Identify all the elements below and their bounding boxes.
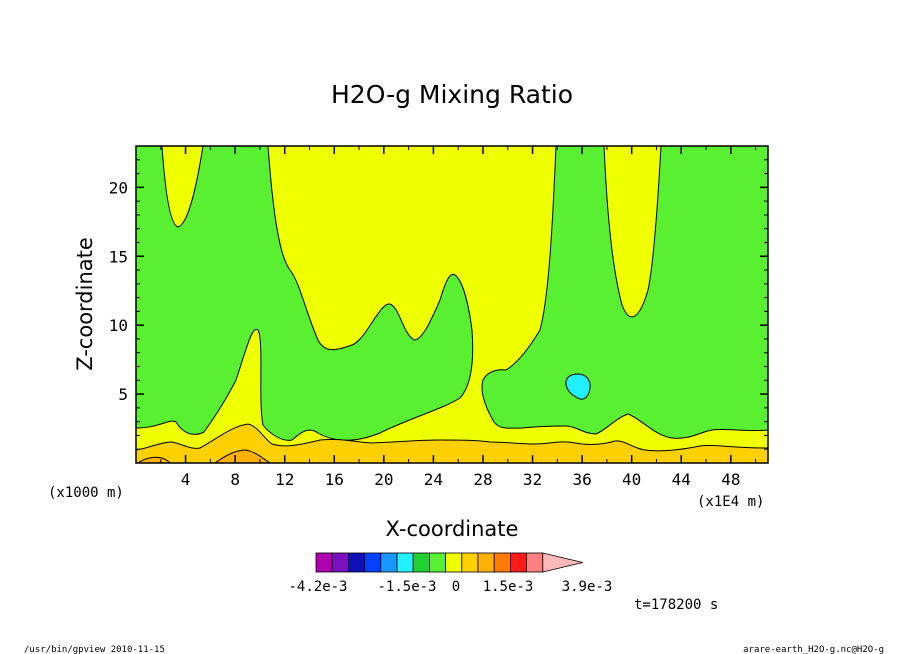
x-axis-label: X-coordinate [386, 517, 519, 541]
y-tick-label: 10 [109, 316, 128, 335]
field-green-region [136, 146, 768, 441]
colorbar-tick-label: 0 [452, 579, 460, 595]
colorbar-tick-label: -1.5e-3 [377, 579, 436, 595]
colorbar-swatch [428, 552, 446, 573]
colorbar-tick-label: 1.5e-3 [483, 579, 534, 595]
y-scale-note: (x1000 m) [48, 485, 124, 501]
field-orange-peak [214, 449, 271, 463]
x-tick-label: 32 [523, 470, 542, 489]
time-label: t=178200 s [634, 597, 718, 613]
x-tick-label: 36 [572, 470, 591, 489]
colorbar-swatch [526, 552, 544, 573]
colorbar-extend-arrow [542, 552, 583, 573]
y-axis: 5 10 15 20 [109, 159, 768, 450]
colorbar-swatch [461, 552, 479, 573]
colorbar [315, 552, 583, 573]
colorbar-swatch [347, 552, 365, 573]
plot-frame [135, 145, 769, 464]
colorbar-swatch [412, 552, 430, 573]
x-scale-note: (x1E4 m) [697, 494, 764, 510]
x-tick-label: 28 [473, 470, 492, 489]
colorbar-swatch [477, 552, 495, 573]
y-tick-label: 5 [118, 385, 128, 404]
colorbar-swatch [509, 552, 527, 573]
contour-fields [136, 146, 768, 463]
x-tick-label: 16 [325, 470, 344, 489]
y-axis-label: Z-coordinate [73, 237, 97, 371]
x-tick-label: 20 [374, 470, 393, 489]
x-tick-label: 24 [424, 470, 443, 489]
x-tick-label: 4 [181, 470, 191, 489]
colorbar-swatch [493, 552, 511, 573]
colorbar-swatch [315, 552, 333, 573]
x-tick-label: 8 [230, 470, 240, 489]
x-tick-label: 48 [721, 470, 740, 489]
x-axis: 4 8 12 16 20 24 28 32 36 40 44 48 [160, 146, 757, 489]
y-tick-label: 20 [109, 178, 128, 197]
x-tick-label: 40 [622, 470, 641, 489]
colorbar-swatch [380, 552, 398, 573]
x-tick-label: 12 [275, 470, 294, 489]
field-orange-band [136, 423, 768, 463]
x-tick-label: 44 [672, 470, 691, 489]
footer-left: /usr/bin/gpview 2010-11-15 [24, 645, 165, 654]
y-tick-label: 15 [109, 247, 128, 266]
colorbar-swatch [396, 552, 414, 573]
field-cyan-minimum [565, 373, 591, 400]
colorbar-swatch [331, 552, 349, 573]
colorbar-swatch [445, 552, 463, 573]
footer-right: arare-earth_H2O-g.nc@H2O-g [743, 645, 884, 654]
colorbar-tick-labels: -4.2e-3 -1.5e-3 0 1.5e-3 3.9e-3 [288, 579, 612, 595]
chart-title: H2O-g Mixing Ratio [331, 80, 573, 109]
colorbar-tick-label: -4.2e-3 [288, 579, 347, 595]
colorbar-swatch [364, 552, 382, 573]
colorbar-tick-label: 3.9e-3 [562, 579, 613, 595]
